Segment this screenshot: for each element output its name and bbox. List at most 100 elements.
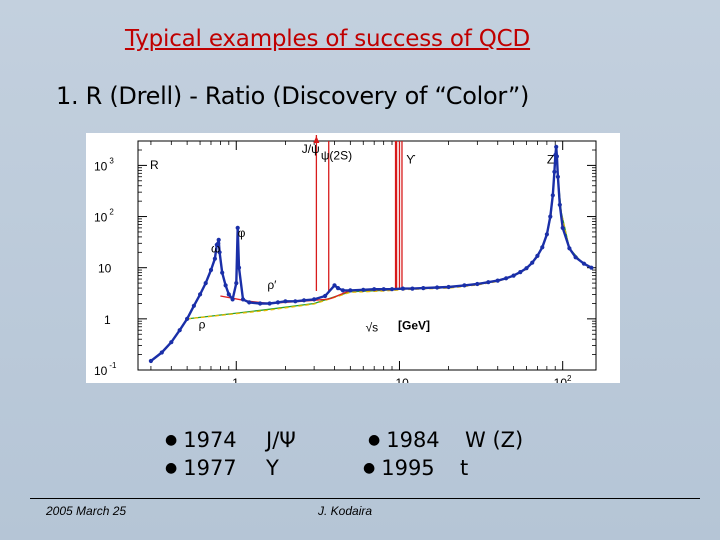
milestone-year: 1974	[183, 428, 237, 452]
resonance-label: ω	[211, 241, 220, 255]
data-point	[518, 270, 523, 275]
data-point	[589, 265, 594, 270]
y-tick-label: 10	[98, 262, 112, 276]
footer-divider	[30, 498, 700, 499]
data-point	[212, 256, 217, 261]
data-point	[216, 237, 221, 242]
data-point	[275, 300, 280, 305]
resonance-label: ϒ	[406, 152, 416, 166]
data-point	[554, 154, 559, 159]
data-point	[247, 300, 252, 305]
data-point	[226, 292, 231, 297]
slide-subtitle: 1. R (Drell) - Ratio (Discovery of “Colo…	[56, 82, 530, 110]
resonance-label: φ	[238, 226, 246, 240]
bullet-icon: ●	[363, 460, 376, 476]
data-point	[400, 286, 405, 291]
resonance-label: J/ψ	[302, 142, 320, 156]
data-point	[410, 286, 415, 291]
data-point	[573, 255, 578, 260]
data-point	[530, 260, 535, 265]
data-point	[191, 303, 196, 308]
bullet-icon: ●	[165, 432, 178, 448]
milestone-year: 1977	[183, 456, 237, 480]
data-point	[301, 298, 307, 303]
discovery-milestones: ● 1974 J/Ψ ● 1977 Υ ● 1984 W (Z) ● 1995 t	[0, 428, 720, 488]
y-tick-label: 1	[104, 313, 111, 327]
data-point	[236, 265, 242, 270]
data-point	[504, 276, 509, 281]
resonance-label: ρ	[199, 317, 206, 331]
data-point	[148, 358, 153, 364]
data-point	[567, 246, 572, 251]
data-point	[220, 270, 225, 275]
slide-title: Typical examples of success of QCD	[124, 26, 531, 52]
y-tick-label: 10 3	[94, 156, 114, 173]
y-tick-label: 10 -1	[94, 361, 117, 378]
data-point	[361, 287, 366, 292]
data-point	[560, 225, 565, 230]
y-tick-label: 10 2	[94, 208, 114, 225]
data-point	[234, 281, 239, 286]
x-axis-unit: [GeV]	[398, 318, 430, 332]
data-point	[421, 286, 426, 291]
data-point	[348, 288, 353, 293]
data-point	[475, 281, 480, 287]
r-ratio-plot: 1 10 102 10 -1 1 10 10 2 10 3 R √s [GeV] ρ ω φ ρ′ J/ψ ψ(2S)…	[86, 133, 620, 383]
data-point	[235, 225, 240, 230]
milestone-1977: ● 1977	[165, 456, 237, 480]
plot-frame	[137, 140, 597, 371]
data-point	[203, 281, 208, 286]
footer-author: J. Kodaira	[318, 504, 373, 518]
milestone-1974: ● 1974	[165, 428, 237, 452]
milestone-1984: ● 1984	[368, 428, 440, 452]
arrow-icon	[313, 136, 320, 143]
theory-curve	[187, 149, 592, 320]
bullet-icon: ●	[368, 432, 381, 448]
milestone-1977-particle: Υ	[266, 456, 279, 480]
data-point	[552, 169, 557, 174]
data-point	[258, 301, 263, 306]
data-point	[435, 285, 440, 290]
data-point	[554, 144, 559, 149]
data-point	[240, 297, 246, 302]
resonance-label: ψ(2S)	[321, 149, 352, 163]
milestone-1974-particle: J/Ψ	[266, 428, 296, 452]
data-point	[223, 283, 228, 288]
data-point	[335, 286, 341, 291]
data-point	[198, 292, 203, 297]
x-tick-label: 1	[232, 376, 239, 383]
milestone-1995-particle: t	[460, 456, 469, 480]
data-point	[169, 340, 174, 345]
bullet-icon: ●	[165, 460, 178, 476]
data-point	[177, 328, 182, 333]
data-point	[495, 278, 500, 283]
data-point	[230, 297, 235, 302]
x-axis-label: √s	[366, 321, 379, 335]
data-point	[462, 283, 467, 288]
x-tick-label: 10	[395, 376, 409, 383]
milestone-year: 1995	[381, 456, 435, 480]
x-tick-label: 102	[554, 374, 572, 383]
data-point	[524, 266, 529, 271]
data-point	[312, 297, 317, 302]
data-point	[208, 267, 214, 273]
milestone-year: 1984	[386, 428, 440, 452]
data-point	[216, 241, 221, 246]
data-point	[372, 287, 377, 292]
milestone-1984-particle: W (Z)	[465, 428, 524, 452]
milestone-1995: ● 1995	[363, 456, 435, 480]
data-point	[544, 232, 549, 237]
data-point	[511, 273, 516, 278]
data-point	[185, 316, 190, 321]
data-point	[340, 288, 345, 293]
data-point	[217, 250, 222, 255]
data-point	[581, 261, 587, 266]
data-point	[557, 202, 562, 207]
resonance-label: Z	[547, 152, 554, 166]
data-point	[550, 193, 555, 198]
data-point	[323, 293, 328, 299]
data-point	[389, 287, 395, 292]
data-point	[159, 350, 164, 355]
data-point	[555, 174, 560, 179]
